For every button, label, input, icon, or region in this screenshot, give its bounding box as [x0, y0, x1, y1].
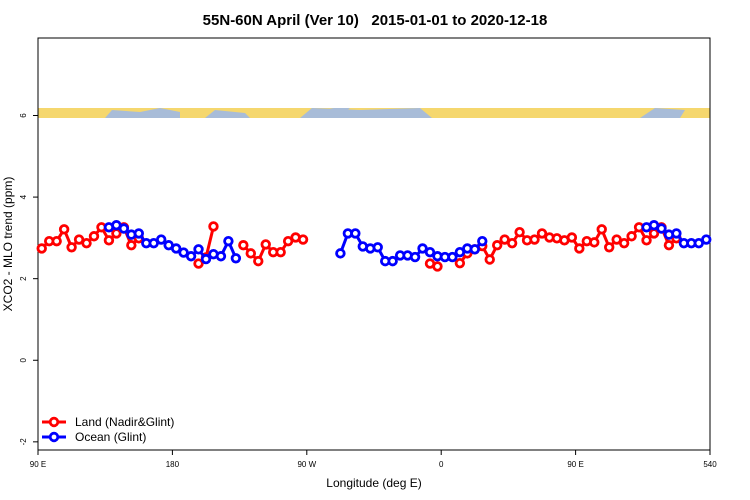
data-point	[529, 234, 540, 245]
data-point	[648, 228, 660, 239]
data-point	[372, 242, 383, 253]
data-point	[58, 224, 70, 235]
data-point	[701, 234, 712, 245]
data-point	[424, 246, 436, 258]
data-point	[506, 237, 518, 249]
y-tick-label: 0	[19, 357, 28, 362]
data-point	[454, 257, 466, 269]
data-point	[350, 228, 361, 239]
data-point	[118, 223, 130, 234]
legend-label: Land (Nadir&Glint)	[75, 415, 174, 429]
data-point	[223, 235, 234, 247]
y-tick-label: -2	[19, 438, 28, 446]
data-point	[566, 232, 578, 243]
legend-label: Ocean (Glint)	[75, 430, 146, 444]
data-point	[477, 235, 488, 247]
data-point	[484, 254, 495, 265]
data-point	[200, 253, 212, 265]
data-point	[335, 248, 346, 259]
plot-frame	[37, 37, 711, 451]
data-point	[589, 237, 600, 248]
y-tick-label: 2	[19, 276, 28, 281]
data-point	[469, 244, 480, 255]
data-point	[215, 251, 227, 262]
data-point	[618, 237, 630, 249]
data-point	[111, 228, 122, 239]
legend-marker	[48, 416, 60, 428]
data-point	[238, 240, 249, 251]
data-point	[193, 244, 204, 255]
data-point	[155, 234, 167, 245]
x-tick-label: 90 W	[297, 460, 316, 469]
data-point	[185, 251, 197, 262]
data-point	[208, 221, 219, 232]
data-point	[663, 240, 675, 251]
data-point	[133, 228, 144, 239]
data-point	[626, 231, 637, 242]
data-point	[387, 255, 398, 267]
data-point	[230, 253, 242, 264]
x-tick-label: 180	[166, 460, 180, 469]
data-point	[81, 237, 92, 249]
data-point	[170, 243, 182, 254]
data-point	[126, 240, 137, 251]
data-point	[297, 234, 309, 245]
data-point	[641, 235, 652, 246]
y-tick-label: 4	[19, 194, 28, 199]
data-point	[66, 242, 77, 253]
data-point	[492, 240, 503, 251]
x-tick-label: 90 E	[30, 460, 46, 469]
x-tick-label: 90 E	[567, 460, 583, 469]
data-point	[596, 224, 607, 235]
data-point	[260, 239, 271, 250]
chart-title: 55N-60N April (Ver 10) 2015-01-01 to 202…	[203, 12, 548, 29]
data-point	[671, 228, 682, 239]
x-tick-label: 0	[439, 460, 444, 469]
y-axis-label: XCO2 - MLO trend (ppm)	[1, 177, 15, 312]
data-point	[88, 231, 100, 242]
data-point	[103, 235, 115, 246]
data-point	[432, 261, 443, 272]
data-point	[36, 243, 47, 254]
map-strip	[38, 108, 710, 118]
data-point	[574, 243, 585, 254]
x-tick-label: 540	[703, 460, 717, 469]
data-point	[193, 258, 204, 269]
y-tick-label: 6	[19, 113, 28, 118]
data-point	[245, 248, 256, 259]
data-point	[51, 235, 62, 247]
legend-marker	[48, 431, 60, 443]
data-point	[253, 255, 264, 267]
data-point	[275, 246, 286, 258]
data-point	[447, 251, 458, 263]
data-point	[656, 223, 667, 234]
data-point	[409, 251, 421, 263]
data-point	[514, 226, 525, 238]
x-axis-label: Longitude (deg E)	[326, 476, 421, 490]
data-point	[604, 242, 615, 253]
data-point	[536, 228, 548, 239]
